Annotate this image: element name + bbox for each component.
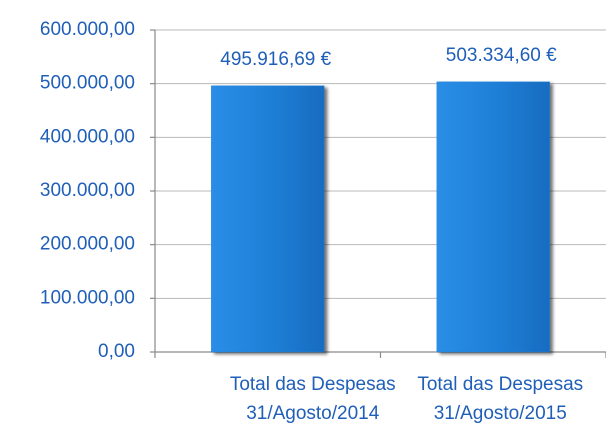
x-tick-label: Total das Despesas — [417, 374, 583, 395]
value-label: 495.916,69 € — [220, 49, 331, 70]
x-tick-label: 31/Agosto/2014 — [246, 403, 380, 424]
bar — [211, 85, 325, 353]
y-tick-label: 400.000,00 — [40, 126, 135, 147]
y-tick-label: 100.000,00 — [40, 287, 135, 308]
y-tick-label: 500.000,00 — [40, 73, 135, 94]
value-label: 503.334,60 € — [446, 45, 557, 66]
y-tick-label: 200.000,00 — [40, 234, 135, 255]
y-tick-label: 300.000,00 — [40, 180, 135, 201]
x-tick-label: Total das Despesas — [230, 374, 396, 395]
bar — [436, 81, 550, 353]
y-tick-label: 600.000,00 — [40, 19, 135, 40]
y-tick-label: 0,00 — [98, 341, 135, 362]
x-tick-label: 31/Agosto/2015 — [434, 403, 567, 424]
